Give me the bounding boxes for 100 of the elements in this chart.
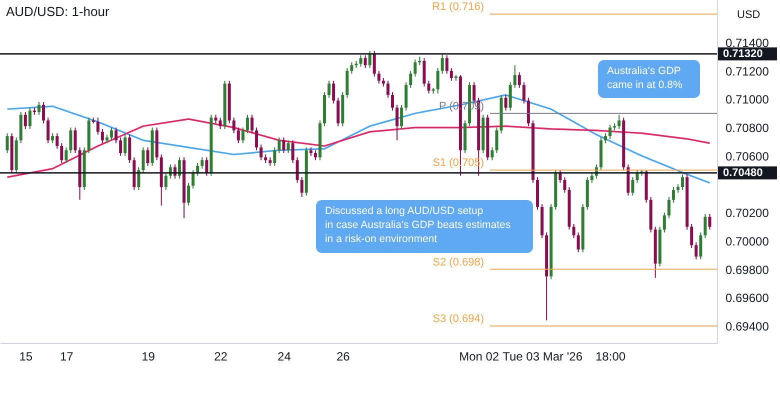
candlestick: [436, 68, 440, 94]
candlestick: [146, 146, 150, 166]
candlestick: [572, 223, 576, 239]
y-tick-label: 0.70200: [726, 206, 770, 220]
candlestick: [359, 54, 362, 68]
annotation: Discussed a long AUD/USD setup in case Australia's GDP beats estimates in a risk-on environment: [325, 205, 511, 245]
candlestick: [291, 140, 294, 164]
candlestick: [681, 174, 684, 190]
y-tick-label: 0.70000: [726, 234, 770, 248]
candlestick: [328, 80, 331, 98]
y-tick-label: 0.71200: [726, 64, 770, 78]
candlestick: [42, 102, 46, 124]
candlestick: [522, 82, 526, 104]
candlestick: [576, 232, 580, 253]
candlestick: [300, 176, 304, 198]
candlestick: [513, 64, 516, 88]
candlestick: [187, 182, 190, 206]
candlestick: [232, 117, 236, 134]
x-tick-label: 15: [19, 350, 33, 364]
line-series: [6, 118, 711, 178]
x-tick-label: Tue 03 Mar '26: [502, 350, 583, 364]
candlestick: [51, 132, 54, 144]
candlestick: [618, 114, 621, 130]
candlestick: [526, 97, 530, 127]
candlestick: [386, 80, 390, 98]
candlestick: [396, 104, 399, 141]
y-tick-label: 0.69600: [726, 291, 770, 306]
x-tick-label: 24: [278, 350, 292, 364]
candlestick: [37, 102, 40, 116]
y-tick-label: 0.71400: [726, 36, 770, 50]
candlestick: [128, 134, 132, 164]
candlestick: [372, 50, 376, 78]
candlestick: [110, 127, 114, 141]
candlestick: [409, 70, 412, 88]
candlestick: [518, 72, 521, 88]
candlestick: [563, 176, 566, 194]
y-tick-label: 0.70800: [726, 121, 770, 136]
x-tick-label: 18:00: [596, 350, 626, 364]
chart-title: AUD/USD: 1-hour: [6, 4, 110, 19]
y-axis-title: USD: [737, 9, 760, 21]
x-tick-label: 22: [214, 350, 228, 364]
candlestick: [142, 146, 145, 174]
candlestick: [604, 132, 607, 144]
candlestick: [24, 111, 27, 130]
candlestick: [218, 117, 222, 130]
candlestick: [558, 170, 562, 184]
candlestick: [636, 170, 639, 184]
candlestick: [590, 172, 594, 184]
candlestick: [6, 132, 9, 154]
candlestick: [200, 156, 204, 170]
x-tick-label: 17: [60, 350, 74, 364]
x-tick-label: 26: [336, 350, 350, 364]
candlestick: [422, 58, 426, 87]
candlestick: [236, 127, 240, 144]
candlestick: [114, 127, 118, 144]
candlestick: [490, 146, 494, 161]
candlestick: [450, 68, 453, 82]
line-series: [6, 94, 711, 184]
candlestick: [690, 223, 694, 249]
candlestick: [119, 136, 122, 156]
candlestick: [390, 92, 394, 112]
x-tick-label: 19: [142, 350, 156, 364]
candlestick: [495, 127, 498, 154]
candlestick: [608, 124, 612, 140]
candlestick: [662, 212, 666, 233]
annotation: Australia's GDP came in at 0.8%: [607, 65, 682, 91]
candlestick: [100, 128, 104, 144]
candlestick: [124, 134, 127, 156]
candlestick: [414, 59, 417, 78]
candlestick: [314, 150, 317, 161]
y-tick-label: 0.70600: [726, 149, 770, 164]
ref-line-label: R1 (0.716): [432, 1, 484, 14]
candlestick: [336, 97, 340, 127]
candlestick: [694, 242, 698, 260]
candlestick: [64, 146, 68, 164]
ref-line-label: S2 (0.698): [432, 256, 484, 268]
candlestick: [178, 156, 181, 180]
candlestick: [282, 136, 286, 154]
candlestick: [286, 140, 290, 154]
candlestick: [704, 214, 707, 239]
candlestick: [56, 132, 59, 150]
candlestick: [504, 94, 508, 112]
candlestick: [46, 117, 50, 144]
candlestick: [672, 186, 675, 204]
candlestick: [192, 170, 195, 190]
candlestick: [205, 156, 208, 176]
candlestick: [74, 127, 77, 154]
candlestick: [273, 146, 276, 166]
candlestick: [69, 127, 72, 154]
candlestick: [60, 142, 64, 164]
candlestick: [241, 127, 244, 144]
candlestick: [250, 114, 254, 134]
candlestick: [332, 80, 336, 104]
candlestick: [427, 80, 430, 94]
candlestick: [667, 196, 670, 219]
ref-line-label: 0.70480: [723, 166, 763, 179]
candlestick: [404, 82, 408, 112]
candlestick: [350, 62, 354, 74]
x-tick-label: Mon 02: [459, 350, 500, 364]
candlestick: [368, 50, 372, 69]
